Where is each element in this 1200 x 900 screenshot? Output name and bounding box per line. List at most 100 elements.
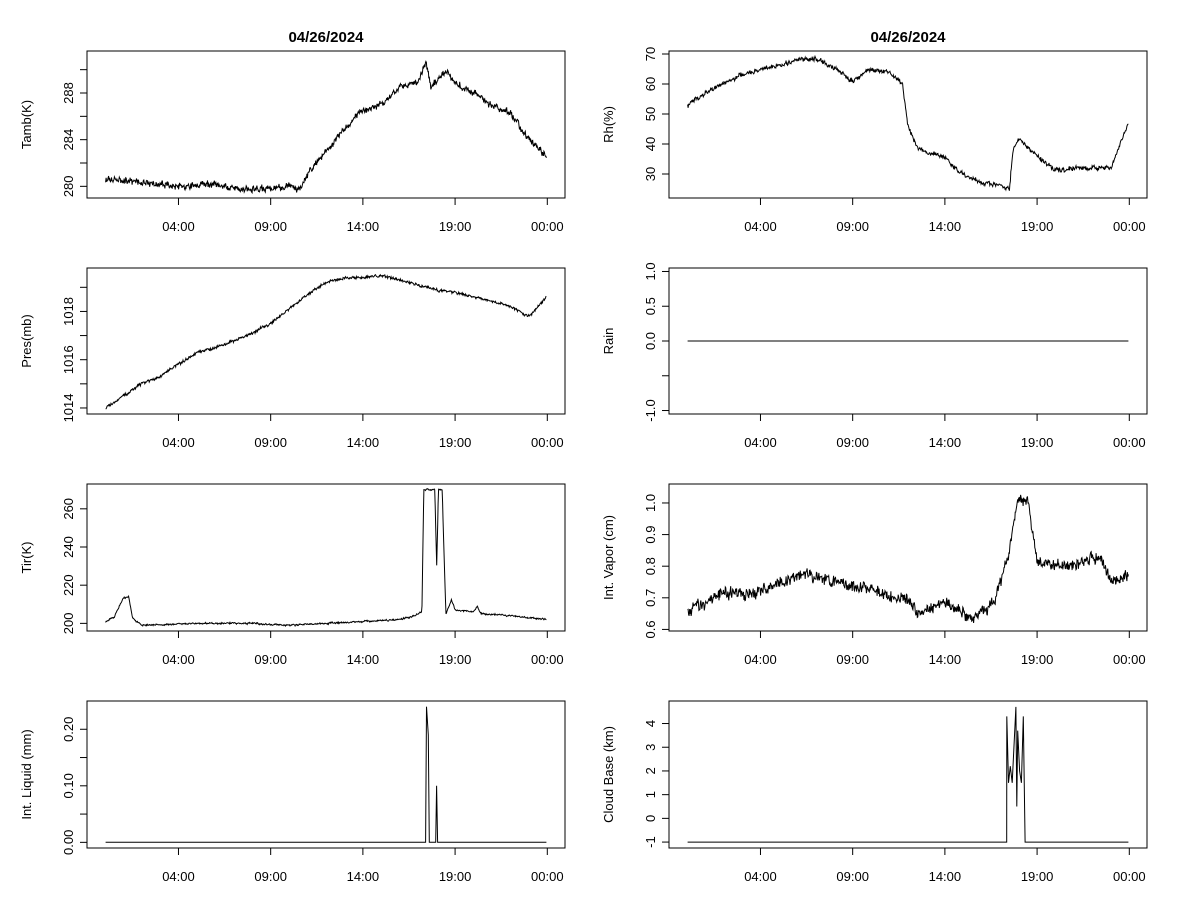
y-tick-label: 0.10 [61, 773, 76, 798]
panel-rh: 04/26/2024 Rh(%) 04:00 09:00 14:00 19:00 00:00… [601, 29, 1148, 234]
y-tick-label: 3 [643, 744, 658, 751]
x-tick-label: 00:00 [531, 652, 564, 667]
y-tick-label: 260 [61, 498, 76, 520]
x-tick-label: 04:00 [744, 219, 777, 234]
x-tick-label: 04:00 [162, 652, 195, 667]
y-tick-label: 0.20 [61, 717, 76, 742]
y-tick-label: 1018 [61, 297, 76, 326]
y-tick-label: 240 [61, 536, 76, 558]
x-tick-label: 14:00 [347, 435, 380, 450]
x-tick-label: 19:00 [1021, 435, 1054, 450]
x-tick-label: 09:00 [254, 652, 287, 667]
x-tick-label: 14:00 [347, 652, 380, 667]
x-tick-label: 19:00 [439, 652, 472, 667]
plot-frame [668, 700, 1148, 849]
x-tick-label: 04:00 [744, 435, 777, 450]
plot-frame [86, 483, 566, 632]
x-tick-label: 14:00 [929, 869, 962, 884]
x-tick-label: 14:00 [347, 869, 380, 884]
y-tick-label: 1.0 [643, 262, 658, 280]
panel-tamb-k: 04/26/2024 Tamb(K) 04:00 09:00 14:00 19:00 00:… [19, 29, 566, 234]
y-tick-label: 70 [643, 47, 658, 61]
panel-pres-mb: Pres(mb) 04:00 09:00 14:00 19:00 00:00 1014 101… [19, 267, 566, 450]
plot-frame [86, 50, 566, 199]
y-tick-label: 0.8 [643, 557, 658, 575]
x-tick-label: 19:00 [439, 435, 472, 450]
series-line [687, 54, 1129, 192]
series-line [105, 488, 547, 628]
series-line [687, 494, 1129, 623]
y-axis-label: Cloud Base (km) [601, 726, 616, 823]
x-tick-label: 09:00 [254, 219, 287, 234]
panel-int-liquid-mm: Int. Liquid (mm) 04:00 09:00 14:00 19:00 00:0… [19, 700, 566, 884]
y-tick-label: 50 [643, 107, 658, 121]
plot-frame [86, 700, 566, 849]
y-tick-label: 1014 [61, 394, 76, 423]
panel-int-vapor-cm: Int. Vapor (cm) 04:00 09:00 14:00 19:00 00:00… [601, 483, 1148, 667]
panel-title: 04/26/2024 [870, 29, 946, 46]
x-tick-label: 14:00 [929, 219, 962, 234]
y-axis-label: Rh(%) [601, 106, 616, 143]
x-tick-label: 19:00 [439, 219, 472, 234]
panel-rain: Rain 04:00 09:00 14:00 19:00 00:00 -1.0 0.0 0.5 1… [601, 262, 1148, 450]
x-tick-label: 09:00 [836, 219, 869, 234]
x-tick-label: 09:00 [836, 869, 869, 884]
y-tick-label: 0.6 [643, 620, 658, 638]
y-tick-label: 0.7 [643, 589, 658, 607]
x-tick-label: 00:00 [1113, 435, 1146, 450]
series-line [105, 706, 547, 843]
panel-title: 04/26/2024 [288, 29, 364, 46]
x-tick-label: 19:00 [439, 869, 472, 884]
x-tick-label: 14:00 [347, 219, 380, 234]
series-line [105, 273, 547, 410]
x-tick-label: 04:00 [744, 652, 777, 667]
x-tick-label: 09:00 [254, 435, 287, 450]
x-tick-label: 04:00 [162, 219, 195, 234]
y-tick-label: 280 [61, 175, 76, 197]
x-tick-label: 00:00 [1113, 869, 1146, 884]
x-tick-label: 19:00 [1021, 219, 1054, 234]
plot-frame [86, 267, 566, 415]
panel-tir-k: Tir(K) 04:00 09:00 14:00 19:00 00:00 200 220 240… [19, 483, 566, 667]
y-tick-label: 60 [643, 77, 658, 91]
y-tick-label: 0.00 [61, 830, 76, 855]
x-tick-label: 19:00 [1021, 869, 1054, 884]
x-tick-label: 19:00 [1021, 652, 1054, 667]
y-axis-label: Tamb(K) [19, 100, 34, 149]
x-tick-label: 09:00 [836, 652, 869, 667]
x-tick-label: 00:00 [531, 869, 564, 884]
y-tick-label: 0.5 [643, 297, 658, 315]
x-tick-label: 04:00 [162, 435, 195, 450]
y-tick-label: 1 [643, 791, 658, 798]
x-tick-label: 09:00 [836, 435, 869, 450]
y-tick-label: 0 [643, 815, 658, 822]
x-tick-label: 00:00 [1113, 652, 1146, 667]
y-axis-label: Rain [601, 328, 616, 355]
y-axis-label: Tir(K) [19, 541, 34, 573]
y-tick-label: 0.0 [643, 332, 658, 350]
y-tick-label: 284 [61, 129, 76, 151]
y-axis-label: Pres(mb) [19, 314, 34, 367]
y-tick-label: 1016 [61, 345, 76, 374]
x-tick-label: 04:00 [744, 869, 777, 884]
y-tick-label: 30 [643, 167, 658, 181]
x-tick-label: 04:00 [162, 869, 195, 884]
plot-frame [668, 483, 1148, 632]
y-tick-label: 4 [643, 720, 658, 727]
x-tick-label: 00:00 [531, 435, 564, 450]
y-axis-label: Int. Liquid (mm) [19, 729, 34, 819]
x-tick-label: 00:00 [1113, 219, 1146, 234]
y-tick-label: 2 [643, 767, 658, 774]
x-tick-label: 09:00 [254, 869, 287, 884]
y-tick-label: 220 [61, 574, 76, 596]
y-tick-label: 1.0 [643, 494, 658, 512]
y-tick-label: 40 [643, 137, 658, 151]
y-tick-label: -1 [643, 836, 658, 848]
x-tick-label: 14:00 [929, 435, 962, 450]
y-tick-label: 200 [61, 613, 76, 635]
y-tick-label: -1.0 [643, 399, 658, 421]
y-tick-label: 0.9 [643, 526, 658, 544]
x-tick-label: 00:00 [531, 219, 564, 234]
series-line [105, 60, 547, 195]
